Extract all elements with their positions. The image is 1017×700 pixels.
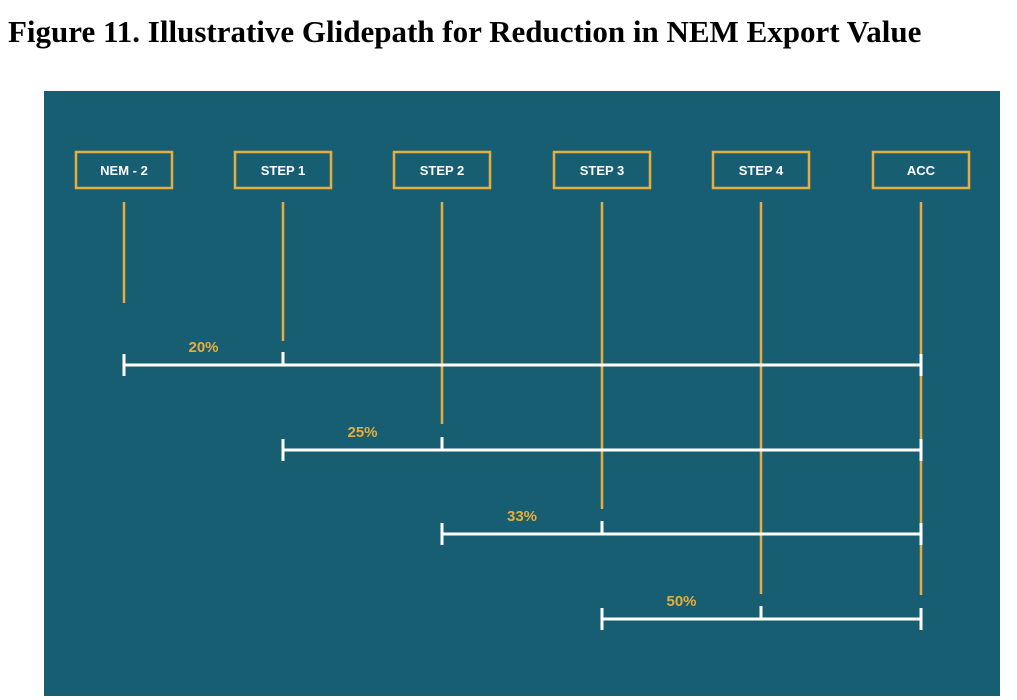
reduction-label-1: 25% (347, 424, 377, 441)
stage-label-2: STEP 2 (420, 163, 465, 178)
stage-box-4 (711, 150, 811, 190)
glidepath-svg: NEM - 2 STEP 1 STEP 2 STEP 3 STEP 4 ACC 20% 25%… (44, 91, 1000, 696)
figure-title: Figure 11. Illustrative Glidepath for Re… (8, 14, 922, 49)
stage-box-2 (392, 150, 492, 190)
glidepath-diagram: NEM - 2 STEP 1 STEP 2 STEP 3 STEP 4 ACC 20% 25%… (44, 91, 1000, 696)
reduction-label-0: 20% (188, 339, 218, 356)
stage-label-0: NEM - 2 (100, 163, 148, 178)
stage-label-5: ACC (907, 163, 936, 178)
stage-box-0 (74, 150, 174, 190)
stage-label-1: STEP 1 (261, 163, 306, 178)
stage-label-3: STEP 3 (580, 163, 625, 178)
reduction-label-3: 50% (666, 593, 696, 610)
panel-background (44, 91, 1000, 696)
stage-box-3 (552, 150, 652, 190)
stage-box-1 (233, 150, 333, 190)
reduction-label-2: 33% (507, 508, 537, 525)
stage-box-5 (871, 150, 971, 190)
stage-label-4: STEP 4 (739, 163, 784, 178)
